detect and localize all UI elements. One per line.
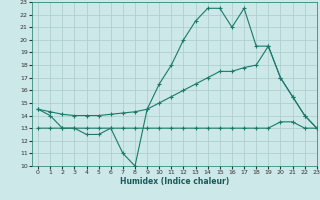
X-axis label: Humidex (Indice chaleur): Humidex (Indice chaleur) [120, 177, 229, 186]
